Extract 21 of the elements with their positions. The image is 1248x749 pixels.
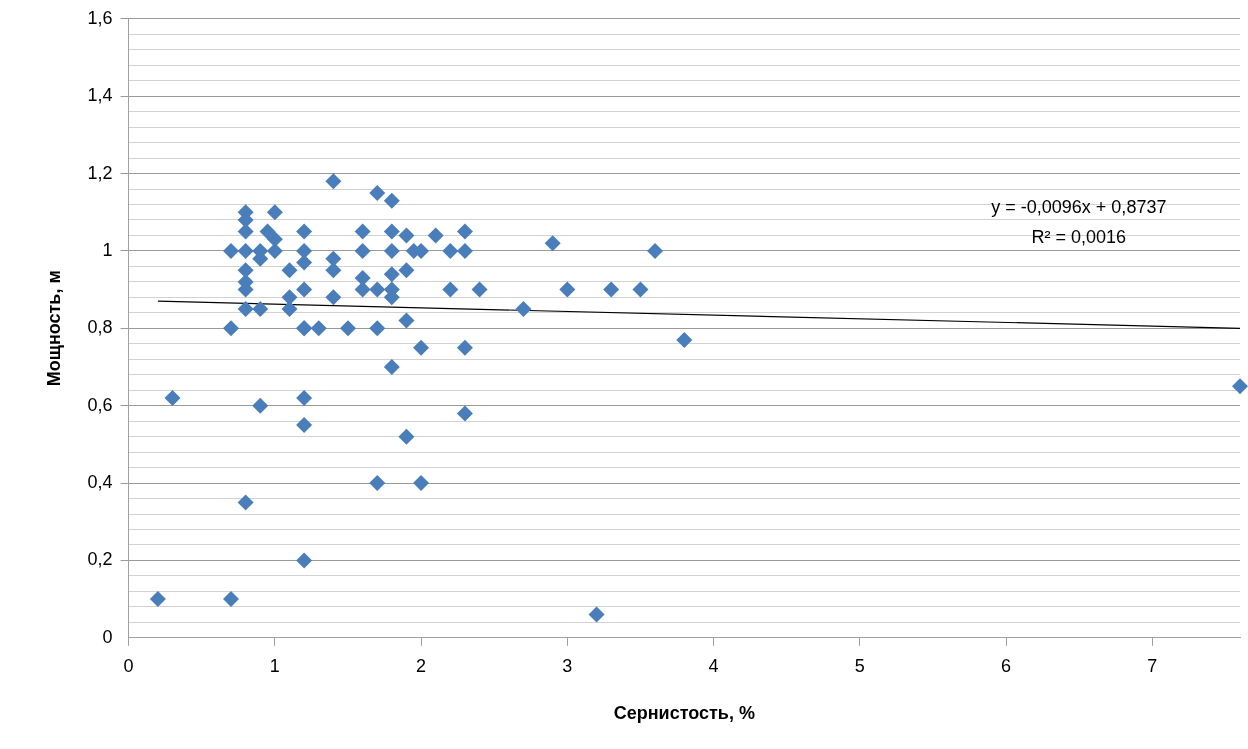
y-tick-label: 0 (102, 626, 113, 647)
y-tick-label: 0,2 (87, 549, 113, 570)
annotation: y = -0,0096x + 0,8737 (991, 196, 1167, 217)
y-tick-label: 0,8 (87, 317, 113, 338)
x-tick-label: 4 (708, 655, 719, 676)
x-tick-label: 3 (562, 655, 573, 676)
y-tick-label: 1,6 (87, 7, 113, 28)
y-tick-label: 1,4 (87, 85, 113, 106)
y-tick-label: 0,6 (87, 394, 113, 415)
x-tick-label: 1 (269, 655, 280, 676)
x-tick-label: 2 (416, 655, 427, 676)
annotation: R² = 0,0016 (1031, 226, 1127, 247)
x-tick-label: 6 (1001, 655, 1012, 676)
x-tick-label: 7 (1147, 655, 1158, 676)
x-axis-title: Сернистость, % (613, 703, 755, 724)
y-tick-label: 0,4 (87, 472, 113, 493)
y-axis-title: Мощность, м (43, 270, 64, 387)
x-tick-label: 5 (854, 655, 865, 676)
y-tick-label: 1 (102, 239, 113, 260)
x-tick-label: 0 (123, 655, 134, 676)
y-tick-label: 1,2 (87, 162, 113, 183)
